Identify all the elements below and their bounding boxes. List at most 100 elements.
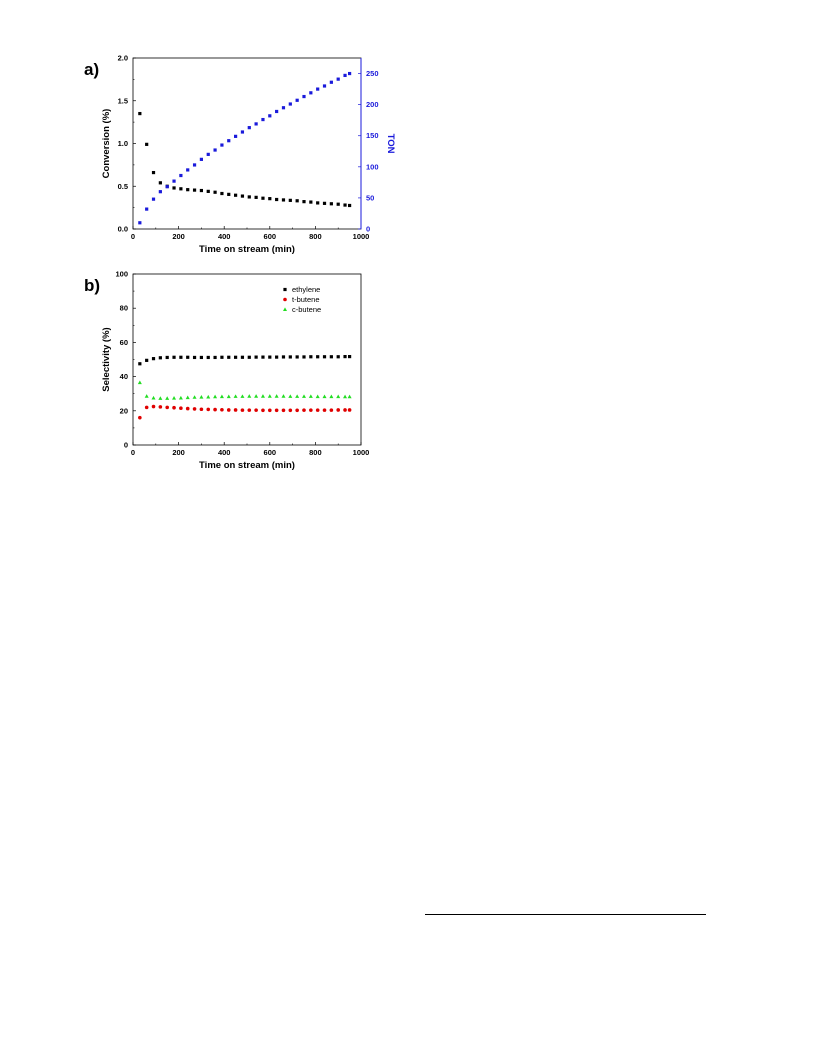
- data-point: [316, 201, 320, 205]
- data-point: [240, 130, 245, 134]
- y2-tick-label: 250: [366, 69, 379, 78]
- data-point: [322, 408, 327, 412]
- data-point: [227, 139, 231, 143]
- data-point: [343, 394, 348, 399]
- data-point: [288, 102, 292, 106]
- data-point: [206, 152, 210, 156]
- data-point: [186, 168, 190, 172]
- data-point: [220, 191, 224, 196]
- data-point: [336, 394, 341, 399]
- data-point: [199, 395, 204, 399]
- x-tick-label: 1000: [353, 232, 370, 241]
- chart-panel-b: b) 0 200 400 600 800 1000 0 20 40 60 80 100 Time on s…: [84, 270, 369, 472]
- y-tick-label: 1.0: [118, 139, 128, 148]
- data-point: [178, 395, 183, 400]
- data-point: [322, 355, 327, 359]
- data-point: [275, 197, 279, 202]
- data-point: [295, 355, 299, 359]
- data-point: [336, 355, 340, 359]
- data-point: [288, 394, 293, 398]
- data-point: [322, 84, 327, 88]
- data-point: [179, 406, 183, 411]
- data-point: [151, 197, 156, 201]
- data-point: [254, 355, 258, 359]
- y-tick-label: 40: [120, 372, 128, 381]
- data-point: [281, 198, 286, 202]
- data-point: [192, 407, 197, 411]
- data-point: [261, 408, 265, 413]
- data-point: [261, 196, 265, 200]
- data-point: [329, 202, 333, 206]
- data-point: [295, 408, 299, 413]
- data-point: [145, 207, 149, 211]
- data-point: [281, 355, 286, 359]
- x-tick-label: 600: [264, 232, 277, 241]
- x-tick-label: 400: [218, 232, 231, 241]
- y2-axis-title: TON: [385, 134, 396, 154]
- series-s1: [138, 71, 352, 225]
- data-point: [295, 98, 299, 102]
- data-point: [343, 203, 347, 207]
- y-tick-label: 0.5: [118, 182, 128, 191]
- data-point: [302, 200, 306, 204]
- data-point: [288, 408, 293, 413]
- x-tick-label: 800: [309, 448, 322, 457]
- data-point: [315, 394, 320, 399]
- data-point: [240, 355, 245, 359]
- data-point: [213, 407, 217, 412]
- data-point: [343, 408, 347, 412]
- data-point: [240, 394, 245, 398]
- data-point: [309, 91, 313, 95]
- data-point: [199, 355, 203, 360]
- y-tick-label: 0.0: [118, 225, 128, 234]
- legend-marker: [283, 307, 287, 311]
- data-point: [234, 193, 238, 197]
- data-point: [179, 355, 183, 359]
- data-point: [151, 170, 156, 175]
- data-point: [151, 357, 156, 361]
- data-point: [158, 356, 162, 360]
- data-point: [302, 394, 306, 398]
- data-point: [268, 355, 272, 359]
- footnote-separator: [425, 914, 706, 915]
- data-point: [348, 71, 352, 76]
- data-point: [247, 355, 251, 359]
- data-point: [348, 354, 352, 359]
- data-point: [336, 202, 340, 206]
- x-tick-label: 1000: [353, 448, 370, 457]
- data-point: [315, 408, 320, 412]
- data-point: [213, 394, 218, 399]
- figure-charts: a)0 200 400 600 800 10000.00.51.01.52.0050100…: [84, 54, 396, 472]
- data-point: [247, 126, 251, 130]
- data-point: [309, 200, 313, 204]
- data-point: [281, 106, 286, 110]
- data-point: [206, 189, 210, 193]
- data-point: [302, 355, 306, 359]
- data-point: [322, 201, 327, 205]
- data-point: [172, 186, 176, 190]
- data-point: [199, 188, 203, 193]
- data-point: [233, 408, 238, 412]
- data-point: [151, 404, 156, 409]
- data-point: [227, 355, 231, 359]
- data-point: [220, 407, 224, 412]
- y2-tick-label: 200: [366, 100, 379, 109]
- data-point: [302, 408, 306, 412]
- y-tick-label: 1.5: [118, 96, 128, 105]
- legend-label: ethylene: [292, 285, 320, 294]
- y-tick-label: 80: [120, 304, 128, 313]
- series-t-butene: [138, 404, 352, 420]
- data-point: [185, 406, 190, 411]
- legend-marker: [283, 287, 287, 292]
- y-axis-title: Selectivity (%): [101, 327, 112, 391]
- data-point: [275, 109, 279, 114]
- data-point: [199, 157, 203, 161]
- x-tick-label: 200: [172, 448, 185, 457]
- series-ethylene: [138, 354, 352, 366]
- data-point: [254, 195, 258, 199]
- data-point: [316, 355, 320, 359]
- y-tick-label: 2.0: [118, 54, 128, 63]
- data-point: [281, 408, 286, 413]
